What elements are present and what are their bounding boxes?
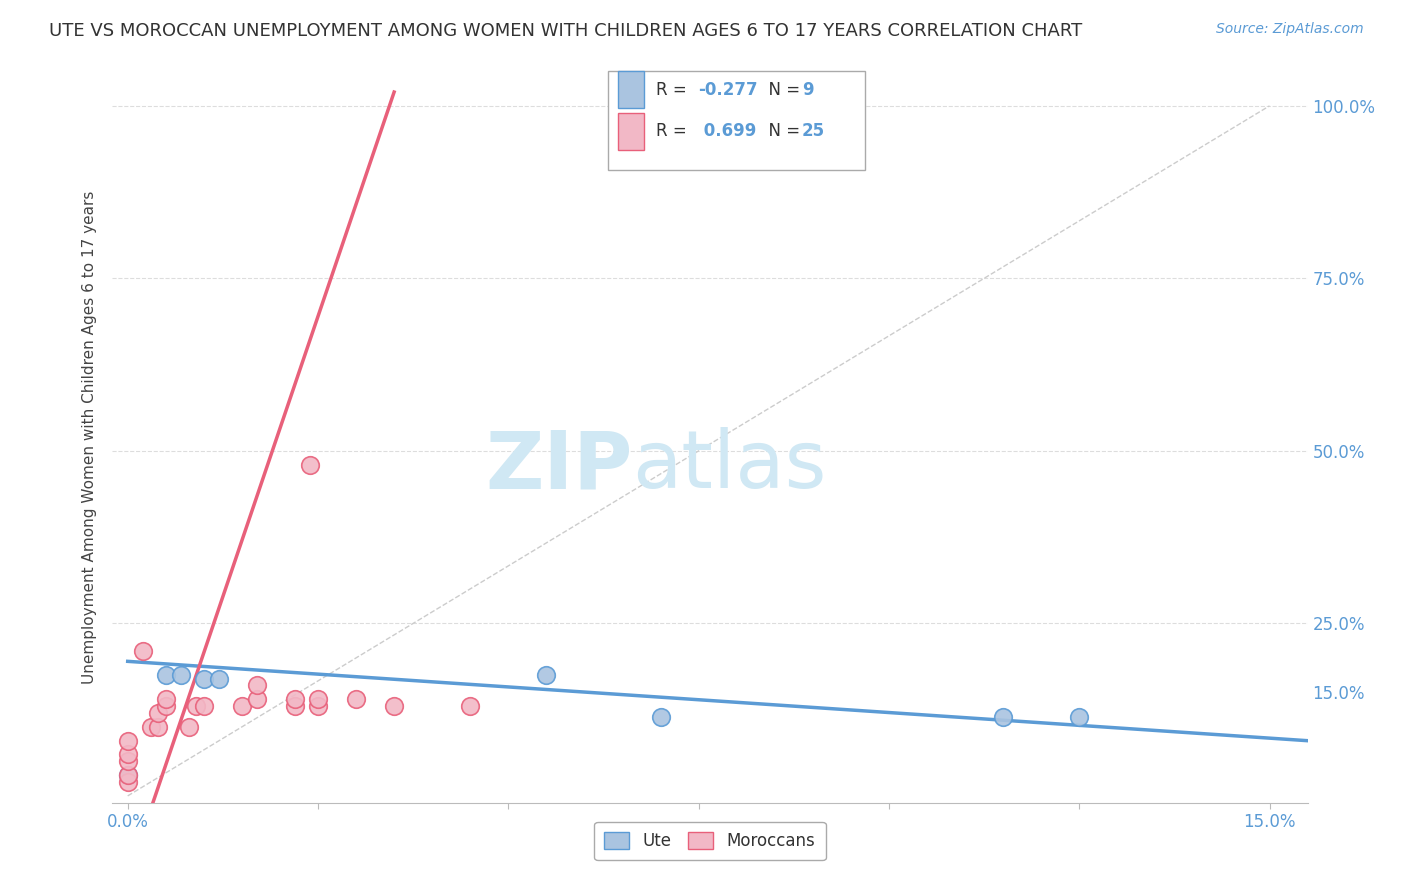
Point <box>246 678 269 692</box>
Text: 9: 9 <box>801 80 814 99</box>
Y-axis label: Unemployment Among Women with Children Ages 6 to 17 years: Unemployment Among Women with Children A… <box>82 190 97 684</box>
Point <box>146 706 169 720</box>
Point <box>344 692 367 706</box>
Text: Source: ZipAtlas.com: Source: ZipAtlas.com <box>1216 22 1364 37</box>
Point <box>307 699 329 714</box>
Text: atlas: atlas <box>633 427 827 506</box>
Point <box>193 699 215 714</box>
Point <box>231 699 253 714</box>
Point <box>132 644 155 658</box>
Text: R =: R = <box>657 80 692 99</box>
Point <box>650 709 672 723</box>
Point <box>208 672 231 686</box>
Point <box>382 699 405 714</box>
Text: R =: R = <box>657 122 692 140</box>
Point <box>155 668 177 682</box>
Point <box>177 720 200 734</box>
Text: 25: 25 <box>801 122 825 140</box>
FancyBboxPatch shape <box>609 71 866 170</box>
Point <box>155 692 177 706</box>
Point <box>117 775 139 789</box>
FancyBboxPatch shape <box>619 71 644 108</box>
Point <box>536 668 558 682</box>
Point <box>299 458 322 472</box>
Point <box>117 747 139 762</box>
Point <box>117 733 139 747</box>
Point <box>155 699 177 714</box>
Point <box>307 692 329 706</box>
Point <box>193 672 215 686</box>
Text: UTE VS MOROCCAN UNEMPLOYMENT AMONG WOMEN WITH CHILDREN AGES 6 TO 17 YEARS CORREL: UTE VS MOROCCAN UNEMPLOYMENT AMONG WOMEN… <box>49 22 1083 40</box>
Text: 0.699: 0.699 <box>699 122 756 140</box>
Legend: Ute, Moroccans: Ute, Moroccans <box>595 822 825 860</box>
Point <box>246 692 269 706</box>
Point <box>458 699 481 714</box>
Text: ZIP: ZIP <box>485 427 633 506</box>
Text: -0.277: -0.277 <box>699 80 758 99</box>
Point <box>186 699 208 714</box>
Text: N =: N = <box>758 80 806 99</box>
Point <box>117 768 139 782</box>
FancyBboxPatch shape <box>619 113 644 150</box>
Point <box>139 720 162 734</box>
Point <box>1069 709 1091 723</box>
Point <box>117 768 139 782</box>
Point <box>284 692 307 706</box>
Text: N =: N = <box>758 122 806 140</box>
Point <box>146 720 169 734</box>
Point <box>991 709 1014 723</box>
Point <box>284 699 307 714</box>
Point <box>170 668 193 682</box>
Point <box>117 755 139 769</box>
